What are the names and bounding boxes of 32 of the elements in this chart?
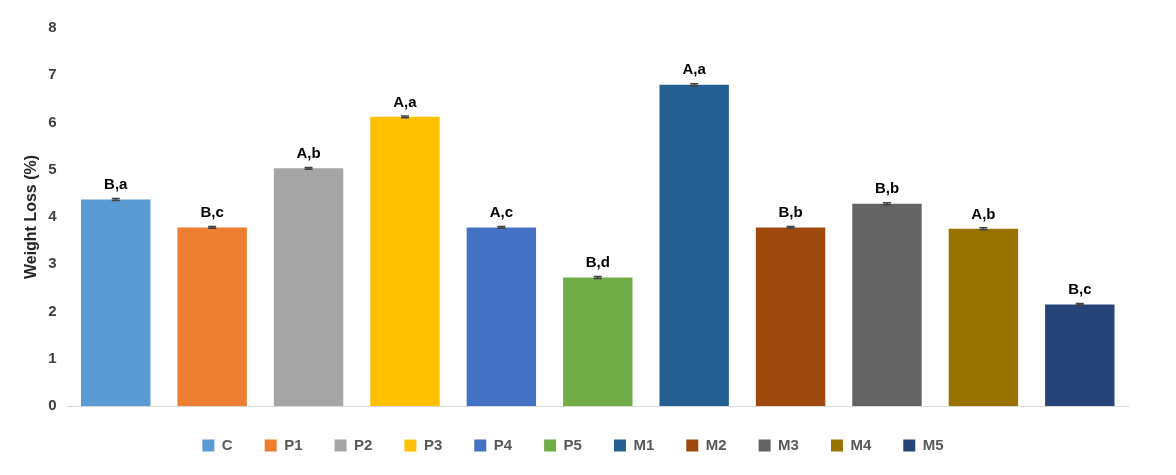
annotation: B,a xyxy=(104,175,129,193)
y-tick-label: 3 xyxy=(48,254,57,272)
annotation: A,b xyxy=(971,204,996,222)
legend-label: C xyxy=(221,435,233,453)
annotation: A,a xyxy=(393,92,418,110)
legend-label: M2 xyxy=(705,435,727,453)
y-tick-label: 7 xyxy=(48,65,57,83)
y-tick-label: 0 xyxy=(48,396,57,414)
annotation: B,d xyxy=(585,253,610,271)
legend-label: P1 xyxy=(284,435,303,453)
legend-label: P2 xyxy=(354,435,373,453)
legend-label: M5 xyxy=(922,435,944,453)
annotation: A,a xyxy=(682,60,707,78)
legend-label: M3 xyxy=(778,435,799,453)
y-tick-label: 8 xyxy=(48,18,57,36)
annotation: A,b xyxy=(296,144,321,162)
y-tick-label: 5 xyxy=(48,159,57,177)
annotation: B,c xyxy=(1068,280,1092,298)
y-axis-title: Weight Loss (%) xyxy=(22,154,40,280)
annotation: B,c xyxy=(200,203,224,221)
y-tick-label: 2 xyxy=(48,301,57,319)
legend-label: P5 xyxy=(563,435,582,453)
y-tick-label: 6 xyxy=(48,112,57,130)
legend-label: P3 xyxy=(423,435,443,453)
y-tick-label: 1 xyxy=(48,348,57,366)
legend-label: M1 xyxy=(633,435,655,453)
legend-label: M4 xyxy=(850,435,872,453)
annotation: A,c xyxy=(489,203,514,221)
y-tick-label: 4 xyxy=(48,207,58,225)
legend-label: P4 xyxy=(493,435,513,453)
annotation: B,b xyxy=(874,179,900,197)
annotation: B,b xyxy=(778,203,803,221)
